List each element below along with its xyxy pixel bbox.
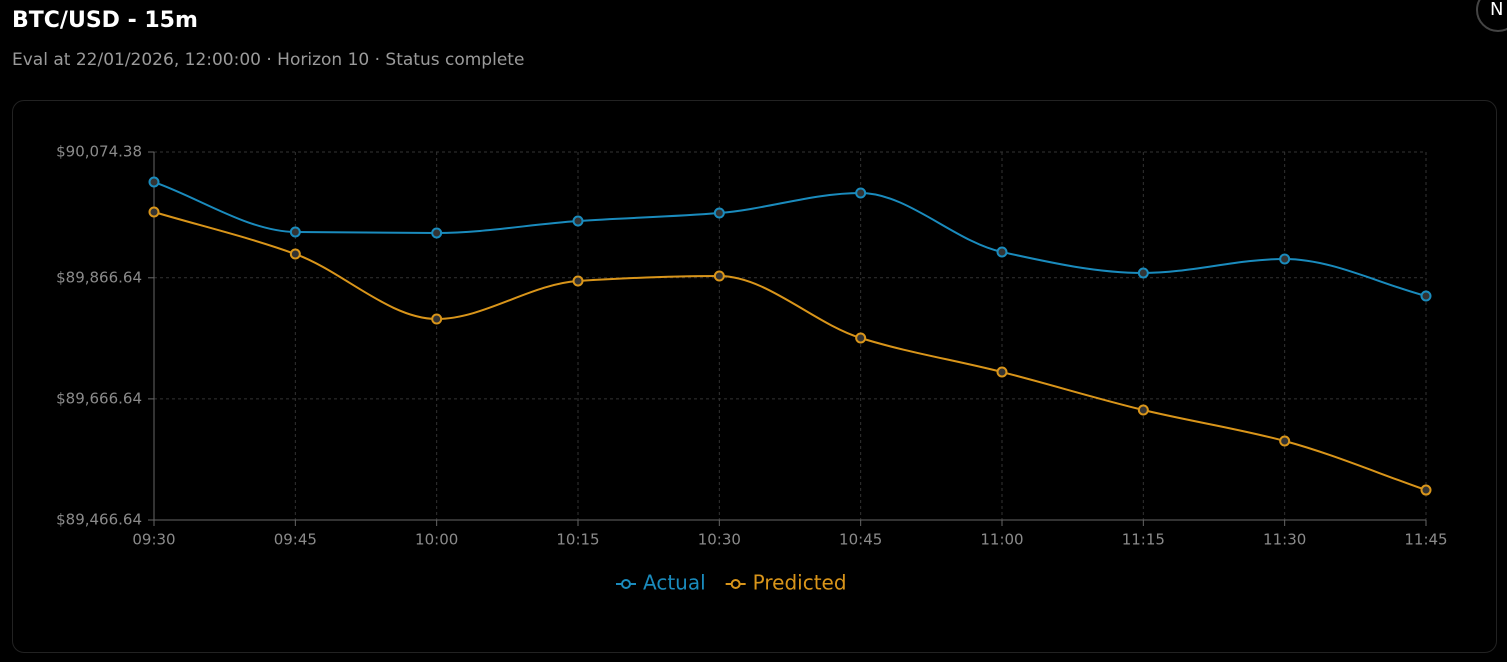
point	[855, 332, 867, 344]
point	[1420, 290, 1432, 302]
title: BTC/USD - 15m	[12, 8, 198, 33]
x-tick-label: 10:15	[556, 531, 599, 549]
point	[996, 366, 1008, 378]
series-line	[153, 181, 1427, 297]
point	[996, 246, 1008, 258]
x-tick-label: 11:00	[980, 531, 1023, 549]
point	[1420, 484, 1432, 496]
point	[713, 270, 725, 282]
x-tick-label: 10:00	[415, 531, 458, 549]
x-tick-label: 09:45	[274, 531, 317, 549]
x-tick-label: 11:15	[1122, 531, 1165, 549]
point	[1137, 404, 1149, 416]
y-tick-label: $90,074.38	[56, 143, 142, 161]
series-line	[153, 211, 1427, 491]
x-tick-label: 11:30	[1263, 531, 1306, 549]
y-tick-label: $89,466.64	[56, 511, 142, 529]
legend-item[interactable]: Actual	[616, 571, 706, 595]
point	[148, 206, 160, 218]
x-tick-label: 09:30	[132, 531, 175, 549]
x-tick-label: 11:45	[1404, 531, 1447, 549]
legend-item[interactable]: Predicted	[725, 571, 847, 595]
point	[855, 187, 867, 199]
point	[572, 275, 584, 287]
legend-marker	[621, 579, 631, 589]
point	[1137, 267, 1149, 279]
legend-label: Actual	[643, 571, 706, 595]
legend-marker	[730, 579, 741, 589]
x-tick-label: 10:45	[839, 531, 882, 549]
point	[289, 248, 301, 260]
point	[289, 226, 301, 238]
point	[148, 176, 160, 188]
point	[431, 313, 443, 325]
chart-card	[12, 100, 1497, 653]
x-tick-label: 10:30	[698, 531, 741, 549]
subtitle: Eval at 22/01/2026, 12:00:00 · Horizon 1…	[12, 50, 525, 70]
point	[1279, 435, 1291, 447]
point	[1279, 253, 1291, 265]
legend: Actual Predicted	[616, 571, 847, 595]
y-tick-label: $89,666.64	[56, 389, 142, 407]
legend-label: Predicted	[753, 571, 847, 595]
y-tick-label: $89,866.64	[56, 268, 142, 286]
point	[572, 215, 584, 227]
point	[431, 227, 443, 239]
point	[713, 207, 725, 219]
